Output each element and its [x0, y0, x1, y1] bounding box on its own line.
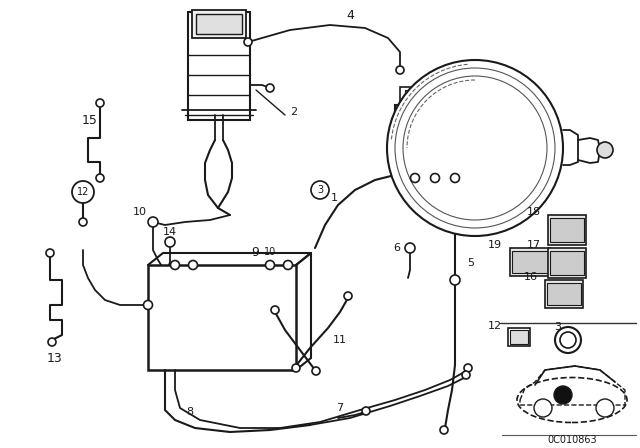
Circle shape [344, 292, 352, 300]
Text: 12: 12 [77, 187, 89, 197]
Text: 4: 4 [346, 9, 354, 22]
Bar [196, 14, 242, 34]
Text: 6: 6 [393, 243, 400, 253]
Circle shape [387, 60, 563, 236]
Text: 13: 13 [47, 352, 63, 365]
Circle shape [96, 174, 104, 182]
Text: 3: 3 [317, 185, 323, 195]
Bar [405, 90, 467, 103]
Text: 17: 17 [527, 240, 541, 250]
Text: 8: 8 [186, 407, 193, 417]
Bar [192, 10, 246, 38]
Text: 14: 14 [163, 227, 177, 237]
Circle shape [266, 84, 274, 92]
Bar [395, 105, 477, 173]
Circle shape [165, 237, 175, 247]
Bar [545, 280, 583, 308]
Circle shape [362, 407, 370, 415]
Bar [548, 215, 586, 245]
Bar [512, 251, 548, 273]
Text: 10: 10 [133, 207, 147, 217]
Text: 10: 10 [264, 247, 276, 257]
Circle shape [72, 181, 94, 203]
Bar [548, 248, 586, 278]
Circle shape [284, 260, 292, 270]
Circle shape [534, 399, 552, 417]
Ellipse shape [517, 378, 627, 422]
Text: 15: 15 [82, 113, 98, 126]
Bar [508, 328, 530, 346]
Circle shape [271, 306, 279, 314]
Bar [510, 248, 550, 276]
Circle shape [46, 249, 54, 257]
Circle shape [170, 260, 179, 270]
Circle shape [431, 173, 440, 182]
Text: 5: 5 [467, 258, 474, 268]
Text: 19: 19 [488, 240, 502, 250]
Circle shape [410, 173, 419, 182]
Circle shape [403, 76, 547, 220]
Bar [148, 265, 296, 370]
Text: 18: 18 [527, 207, 541, 217]
Circle shape [560, 332, 576, 348]
Circle shape [596, 399, 614, 417]
Circle shape [79, 218, 87, 226]
Circle shape [450, 275, 460, 285]
Bar [550, 251, 584, 275]
Circle shape [555, 327, 581, 353]
Circle shape [244, 38, 252, 46]
Bar [188, 12, 250, 120]
Circle shape [266, 260, 275, 270]
Circle shape [311, 181, 329, 199]
Circle shape [440, 426, 448, 434]
Circle shape [395, 68, 555, 228]
Text: 9: 9 [251, 246, 259, 258]
Circle shape [189, 260, 198, 270]
Circle shape [451, 173, 460, 182]
Text: 3: 3 [554, 322, 561, 332]
Circle shape [597, 142, 613, 158]
Text: 11: 11 [333, 335, 347, 345]
Bar [550, 218, 584, 242]
Text: 7: 7 [337, 403, 344, 413]
Text: 1: 1 [331, 193, 338, 203]
Bar [400, 87, 472, 107]
Circle shape [396, 66, 404, 74]
Circle shape [554, 386, 572, 404]
Circle shape [148, 217, 158, 227]
Text: 12: 12 [488, 321, 502, 331]
Circle shape [96, 99, 104, 107]
Text: 0C010863: 0C010863 [547, 435, 597, 445]
Circle shape [405, 243, 415, 253]
Text: 16: 16 [524, 272, 538, 282]
Circle shape [312, 367, 320, 375]
Circle shape [143, 301, 152, 310]
Circle shape [292, 364, 300, 372]
Text: 2: 2 [290, 107, 297, 117]
Circle shape [464, 364, 472, 372]
Circle shape [48, 338, 56, 346]
Bar [547, 283, 581, 305]
Bar [510, 330, 528, 344]
Circle shape [462, 371, 470, 379]
